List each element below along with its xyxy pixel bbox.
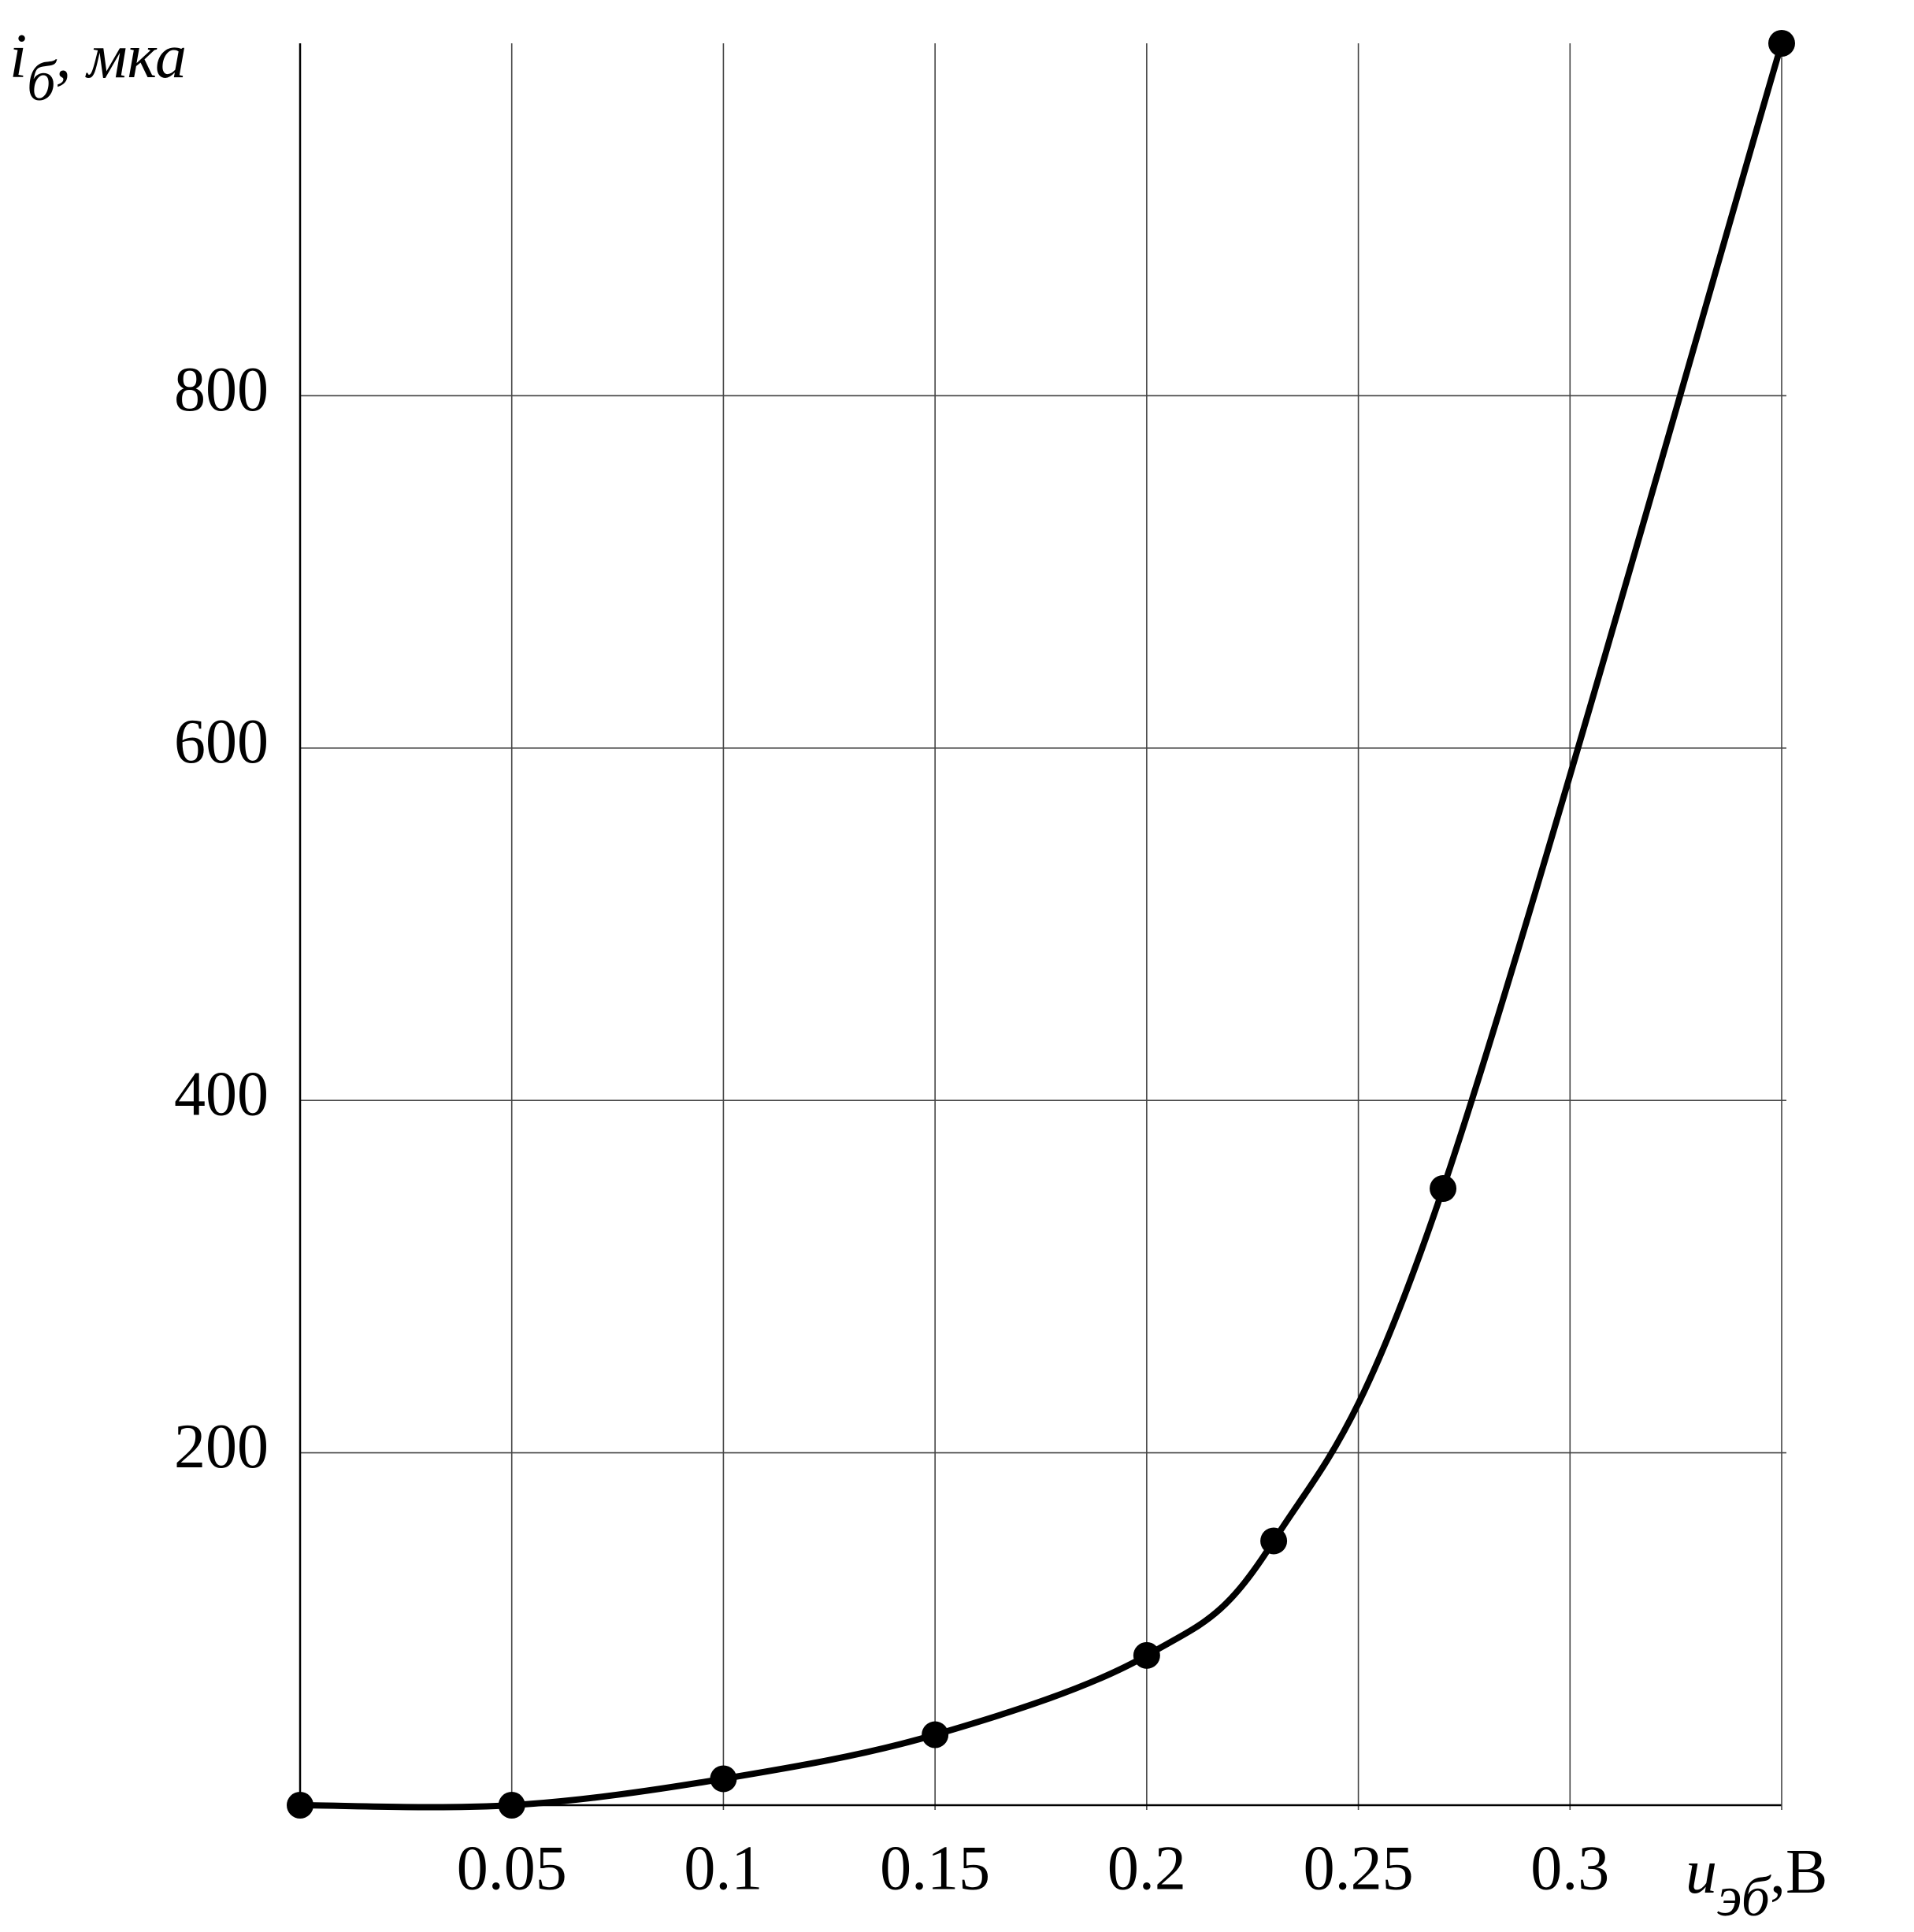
y-tick-label: 600 — [174, 707, 269, 777]
data-point — [1430, 1175, 1457, 1203]
data-point — [1768, 30, 1795, 57]
data-point — [922, 1721, 949, 1748]
x-tick-label: 0.1 — [684, 1834, 762, 1903]
y-tick-label: 400 — [174, 1060, 269, 1129]
data-point — [287, 1792, 313, 1819]
y-tick-label: 200 — [174, 1412, 269, 1481]
y-axis-label: iб, мка — [9, 22, 187, 112]
data-line — [299, 42, 1785, 1811]
data-point — [710, 1765, 737, 1793]
x-tick-label: 0.25 — [1304, 1834, 1414, 1903]
data-point — [1260, 1527, 1288, 1555]
x-tick-label: 0.05 — [457, 1834, 567, 1903]
y-tick-label: 800 — [174, 355, 269, 425]
data-point — [1133, 1641, 1160, 1669]
x-axis-label: uэб,В — [1686, 1837, 1827, 1927]
x-tick-label: 0.3 — [1530, 1834, 1609, 1903]
x-tick-label: 0.2 — [1107, 1834, 1186, 1903]
x-tick-label: 0.15 — [880, 1834, 990, 1903]
data-point — [498, 1792, 525, 1819]
